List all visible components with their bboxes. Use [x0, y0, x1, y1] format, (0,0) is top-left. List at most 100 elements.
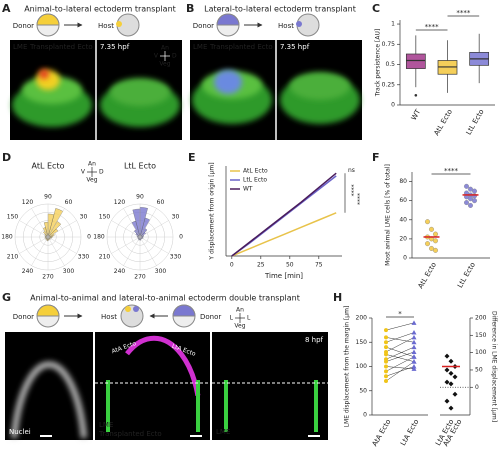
- data-point: [433, 238, 439, 244]
- compass-label: L: [247, 315, 251, 322]
- angle-label: 150: [7, 214, 19, 221]
- polar-spoke: [123, 208, 141, 238]
- data-point: [384, 328, 388, 333]
- polar-spoke: [139, 236, 169, 254]
- x-axis-label: Time [min]: [264, 272, 303, 280]
- compass-label: Veg: [86, 177, 97, 184]
- x-tick-label: 75: [315, 262, 323, 269]
- y-tick-label: 20: [399, 235, 407, 242]
- polar-spoke: [47, 236, 77, 254]
- x-tick-label: WT: [410, 107, 423, 121]
- y-tick-label: 0.25: [382, 81, 396, 88]
- data-point: [425, 241, 431, 247]
- angle-label: 60: [157, 199, 165, 206]
- time-label: 8 hpf: [305, 336, 324, 344]
- angle-label: 330: [170, 254, 182, 261]
- data-point: [411, 366, 417, 371]
- data-point: [411, 330, 417, 335]
- channel-label: LME: [193, 43, 207, 51]
- angle-label: 0: [87, 234, 91, 241]
- host-label: Host: [101, 313, 117, 321]
- data-point: [384, 369, 388, 374]
- y-tick-label: 100: [475, 349, 487, 356]
- x-tick-label: AtL Ecto: [433, 108, 454, 137]
- y-tick-label: 0: [475, 384, 479, 391]
- panel-letter: G: [2, 291, 11, 304]
- panel-letter: C: [372, 2, 380, 15]
- x-tick-label: AtL Ecto: [417, 261, 438, 290]
- legend-label: LtL Ecto: [243, 177, 267, 184]
- channel-label: Transplanted Ecto: [98, 430, 162, 438]
- significance-label: ****: [456, 9, 471, 17]
- data-point: [384, 364, 388, 369]
- data-point: [468, 202, 474, 208]
- data-point: [472, 188, 478, 194]
- y-tick-label: 1: [391, 21, 395, 28]
- data-point: [433, 247, 439, 253]
- pair-line: [385, 366, 415, 370]
- polar-spoke: [123, 236, 141, 266]
- y-tick-label: 150: [356, 339, 368, 346]
- y-tick-label: 100: [356, 363, 368, 370]
- channel-label: LME: [216, 428, 230, 436]
- donor-label: Donor: [13, 313, 34, 321]
- panel-title: Animal-to-lateral ectoderm transplant: [24, 5, 176, 14]
- y-tick-label: 150: [475, 332, 487, 339]
- polar-spoke: [31, 208, 49, 238]
- significance-label: ns: [348, 167, 355, 174]
- pair-line: [385, 337, 415, 353]
- host-label: Host: [278, 22, 294, 30]
- compass-label: An: [161, 45, 169, 52]
- data-point: [411, 334, 417, 340]
- compass-label: D: [99, 169, 104, 176]
- significance-label: ****: [444, 167, 459, 175]
- y-tick-label: 0: [363, 412, 367, 419]
- significance-label: *: [398, 310, 402, 318]
- pair-line: [385, 356, 415, 372]
- data-point: [384, 352, 388, 357]
- y-tick-label: 0: [403, 255, 407, 262]
- data-point: [384, 335, 388, 340]
- data-point: [472, 198, 478, 204]
- data-point: [411, 349, 417, 354]
- significance-label: ****: [354, 193, 361, 205]
- compass-label: An: [88, 161, 96, 168]
- data-point: [444, 367, 450, 373]
- panel-title: Animal-to-animal and lateral-to-animal e…: [30, 294, 300, 303]
- data-point: [452, 391, 458, 397]
- pair-line: [385, 332, 415, 343]
- polar-spoke: [19, 220, 49, 238]
- compass-label: D: [172, 53, 177, 60]
- data-point: [411, 339, 417, 345]
- data-point: [384, 374, 388, 379]
- angle-label: 330: [78, 254, 90, 261]
- donor-label: Donor: [200, 313, 221, 321]
- y-tick-label: 60: [399, 197, 407, 204]
- significance-label: ****: [348, 184, 355, 196]
- angle-label: 210: [7, 254, 19, 261]
- angle-label: 90: [136, 194, 144, 201]
- angle-label: 270: [134, 274, 146, 281]
- data-point: [448, 381, 454, 387]
- image-label: Nuclei: [9, 428, 31, 436]
- polar-spoke: [139, 220, 169, 238]
- angle-label: 210: [99, 254, 111, 261]
- donor-label: Donor: [193, 22, 214, 30]
- angle-label: 30: [172, 214, 180, 221]
- data-point: [448, 405, 454, 411]
- donor-label: Donor: [13, 22, 34, 30]
- data-point: [464, 183, 470, 189]
- channel-label: Transplanted Ecto: [29, 43, 93, 51]
- data-point: [444, 353, 450, 359]
- x-tick-label: 25: [257, 262, 265, 269]
- data-point: [411, 359, 417, 364]
- significance-label: ****: [425, 23, 440, 31]
- data-point: [411, 354, 417, 359]
- data-point: [433, 231, 439, 237]
- data-point: [448, 358, 454, 364]
- angle-label: 270: [42, 274, 54, 281]
- data-point: [444, 379, 450, 385]
- schematic-icons: [36, 13, 320, 328]
- panel-letter: E: [188, 151, 196, 164]
